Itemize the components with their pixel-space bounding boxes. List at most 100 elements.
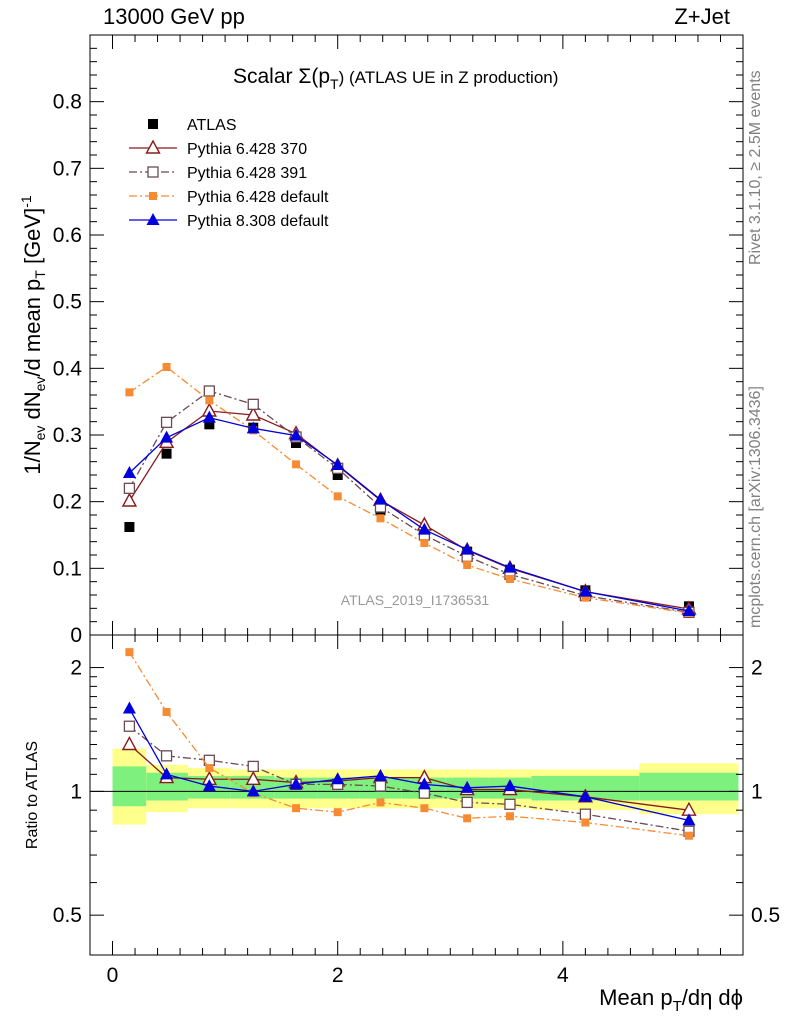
ratio-pythia-6-428-default-point	[581, 818, 590, 827]
header-left-text: 13000 GeV pp	[103, 4, 245, 29]
pythia-8-308-default-point	[373, 492, 387, 505]
pythia-6-428-370-point	[121, 492, 138, 507]
pythia-8-308-default-point	[460, 542, 474, 555]
ratio-pythia-6-428-391-point	[579, 808, 592, 820]
pythia-6-428-default-point	[205, 396, 214, 405]
main-y-tick-label: 0	[70, 624, 82, 647]
x-tick-label: 4	[557, 964, 569, 987]
ratio-pythia-6-428-default-point	[684, 831, 693, 840]
pythia-6-428-default-point	[292, 460, 301, 469]
atlas-data-point	[291, 438, 302, 448]
plot-title: Scalar Σ(pT) (ATLAS UE in Z production)	[233, 65, 558, 92]
ratio-pythia-6-428-391-point	[123, 720, 136, 732]
ratio-pythia-6-428-default-point	[205, 763, 214, 772]
main-y-tick-label: 0.8	[53, 91, 82, 114]
pythia-6-428-default-point	[581, 593, 590, 602]
ratio-y-tick-label: 0.5	[53, 904, 82, 927]
ratio-series-layer	[121, 648, 697, 840]
pythia-8-308-default-point	[202, 410, 216, 423]
ratio-pythia-8-308-default-point	[289, 777, 303, 790]
ratio-pythia-8-308-default-point	[578, 789, 592, 802]
ratio-y-tick-label: 1	[70, 780, 82, 803]
main-y-tick-label: 0.1	[53, 557, 82, 580]
pythia-6-428-391-line	[128, 390, 690, 613]
ratio-pythia-6-428-391-point	[461, 796, 473, 809]
pythia-6-428-default-point	[505, 575, 514, 583]
pythia-8-308-default-point	[578, 584, 592, 597]
pythia-6-428-391-point	[160, 416, 173, 428]
atlas-data-point	[161, 448, 172, 459]
analysis-watermark: ATLAS_2019_I1736531	[341, 592, 490, 608]
main-y-tick-label: 0.7	[53, 157, 82, 180]
ratio-pythia-8-308-default-point	[331, 772, 345, 785]
ratio-pythia-6-428-370-point	[245, 770, 261, 785]
ratio-pythia-6-428-391-point	[418, 787, 431, 799]
legend-label: Pythia 6.428 391	[187, 165, 307, 182]
ratio-pythia-6-428-default-point	[376, 798, 385, 807]
ratio-pythia-8-308-default-point	[122, 701, 136, 714]
legend-marker	[149, 192, 157, 200]
ratio-pythia-6-428-391-point	[160, 750, 173, 762]
atlas-data-point	[124, 522, 135, 532]
pythia-8-308-default-point	[331, 458, 345, 470]
legend-label: ATLAS	[187, 117, 237, 134]
main-series-layer	[121, 363, 697, 618]
ratio-pythia-6-428-default-point	[420, 804, 429, 813]
pythia-8-308-default-line	[128, 416, 690, 612]
ratio-pythia-6-428-default-point	[505, 812, 514, 821]
pythia-8-308-default-point	[122, 466, 136, 478]
mcplots-side-label: mcplots.cern.ch [arXiv:1306.3436]	[747, 386, 764, 628]
pythia-6-428-default-line	[129, 366, 690, 614]
plot-title-sub: T	[330, 76, 339, 92]
pythia-8-308-default-point	[417, 522, 431, 535]
axes: 0 0.1 0.2 0.3 0.4 0.5 0.6 0.7 0.8 0 2 4 0.5 0.5 1 1 2 2	[53, 35, 780, 987]
header-right-text: Z+Jet	[674, 4, 730, 29]
main-y-tick-label: 0.4	[53, 357, 83, 380]
x-tick-label: 0	[107, 964, 119, 987]
pythia-6-428-default-point	[420, 539, 429, 547]
ratio-y-tick-label-right: 2	[751, 657, 763, 680]
pythia-8-308-default-point	[160, 430, 174, 443]
pythia-6-428-391-point	[247, 398, 259, 410]
plot-title-rest: ) (ATLAS UE in Z production)	[339, 68, 559, 87]
ratio-pythia-8-308-default-point	[160, 767, 174, 780]
ratio-pythia-6-428-391-point	[374, 780, 387, 792]
ratio-pythia-6-428-default-line	[128, 651, 690, 837]
pythia-6-428-default-point	[125, 388, 134, 397]
ratio-pythia-8-308-default-point	[202, 779, 216, 792]
main-y-tick-label: 0.5	[53, 291, 82, 314]
ratio-pythia-6-428-391-point	[247, 760, 259, 773]
pythia-6-428-370-point	[245, 406, 261, 421]
pythia-6-428-370-line	[128, 410, 690, 610]
pythia-8-308-default-point	[682, 604, 696, 616]
ratio-pythia-8-308-default-point	[246, 784, 260, 797]
legend-marker	[146, 213, 160, 225]
band-inner-segment	[639, 772, 739, 801]
legend: ATLAS Pythia 6.428 370 Pythia 6.428 391 Pyt…	[129, 117, 329, 230]
x-axis-label: Mean pT/dη dϕ	[599, 985, 743, 1015]
ratio-y-tick-label-right: 0.5	[751, 904, 780, 927]
ratio-y-tick-label: 2	[70, 657, 82, 680]
atlas-data-point	[204, 419, 215, 430]
ratio-pythia-8-308-default-line	[128, 708, 690, 822]
ratio-frame	[89, 634, 744, 956]
pythia-6-428-default-point	[333, 492, 342, 501]
rivet-side-label: Rivet 3.1.10, ≥ 2.5M events	[747, 70, 764, 265]
legend-label: Pythia 6.428 default	[187, 189, 329, 206]
main-y-tick-label: 0.3	[53, 424, 82, 447]
ratio-pythia-8-308-default-point	[503, 779, 517, 792]
ratio-pythia-6-428-370-line	[128, 744, 690, 811]
main-y-tick-label: 0.2	[53, 491, 82, 514]
ratio-pythia-6-428-default-point	[463, 814, 472, 823]
ratio-y-tick-label-right: 1	[751, 780, 763, 803]
pythia-6-428-default-point	[376, 514, 385, 523]
atlas-data-point	[332, 470, 343, 480]
main-y-tick-label: 0.6	[53, 224, 82, 247]
ratio-pythia-8-308-default-point	[460, 780, 474, 793]
ratio-pythia-8-308-default-point	[682, 813, 696, 826]
pythia-8-308-default-point	[246, 421, 260, 434]
legend-marker	[145, 139, 161, 154]
ratio-pythia-6-428-370-point	[121, 736, 138, 751]
band-inner-segment	[112, 766, 147, 807]
